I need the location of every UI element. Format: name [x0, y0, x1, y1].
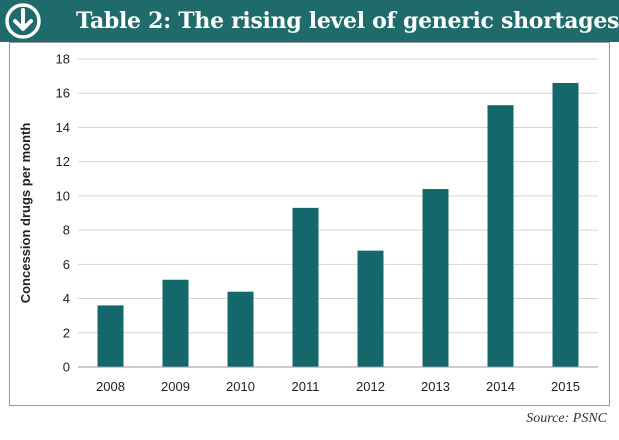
chart-panel: 0 2 4 6 8 10 12 14 16 18 2008 2009 2010 2011 2012 2013…: [9, 42, 610, 406]
bar-2008: [97, 305, 124, 367]
bar-chart: 0 2 4 6 8 10 12 14 16 18 2008 2009 2010 2011 2012 2013…: [18, 52, 598, 394]
down-arrow-circle-icon: [5, 3, 41, 39]
bar-2015: [552, 82, 579, 367]
bar-2011: [292, 207, 319, 367]
header-banner: Table 2: The rising level of generic sho…: [0, 0, 619, 42]
bar-2009: [162, 279, 189, 367]
gridlines: [78, 58, 598, 334]
x-tick-label: 2008: [96, 379, 125, 394]
y-tick-label: 12: [56, 154, 70, 169]
bar-2010: [227, 291, 254, 367]
page-title: Table 2: The rising level of generic sho…: [76, 8, 619, 34]
y-tick-label: 14: [56, 120, 70, 135]
y-axis-label: Concession drugs per month: [18, 123, 33, 304]
x-tick-label: 2009: [161, 379, 190, 394]
y-tick-label: 10: [56, 188, 70, 203]
y-tick-label: 16: [56, 86, 70, 101]
x-tick-label: 2015: [551, 379, 580, 394]
y-tick-label: 2: [63, 325, 70, 340]
y-tick-label: 4: [63, 291, 70, 306]
y-tick-label: 6: [63, 257, 70, 272]
y-tick-label: 0: [63, 360, 70, 375]
bar-2014: [487, 105, 514, 367]
bars: [97, 82, 579, 367]
x-tick-labels: 2008 2009 2010 2011 2012 2013 2014 2015: [96, 379, 580, 394]
x-tick-label: 2010: [226, 379, 255, 394]
x-tick-label: 2012: [356, 379, 385, 394]
source-caption: Source: PSNC: [526, 411, 607, 426]
x-tick-label: 2014: [486, 379, 515, 394]
bar-2013: [422, 189, 449, 367]
y-tick-labels: 0 2 4 6 8 10 12 14 16 18: [56, 52, 70, 375]
x-tick-label: 2013: [421, 379, 450, 394]
y-tick-label: 18: [56, 52, 70, 67]
x-tick-label: 2011: [292, 379, 320, 394]
bar-2012: [357, 250, 384, 367]
y-tick-label: 8: [63, 223, 70, 238]
